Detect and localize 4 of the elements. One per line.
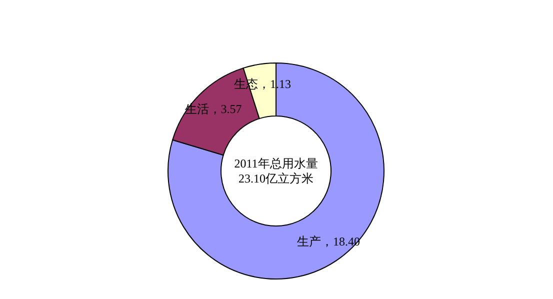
slice-label: 生产 (296, 234, 321, 249)
data-label: ，3.57 (208, 102, 242, 116)
text: 23.10亿立方米 (238, 172, 314, 186)
text: 2011年总用水量 (234, 156, 318, 170)
